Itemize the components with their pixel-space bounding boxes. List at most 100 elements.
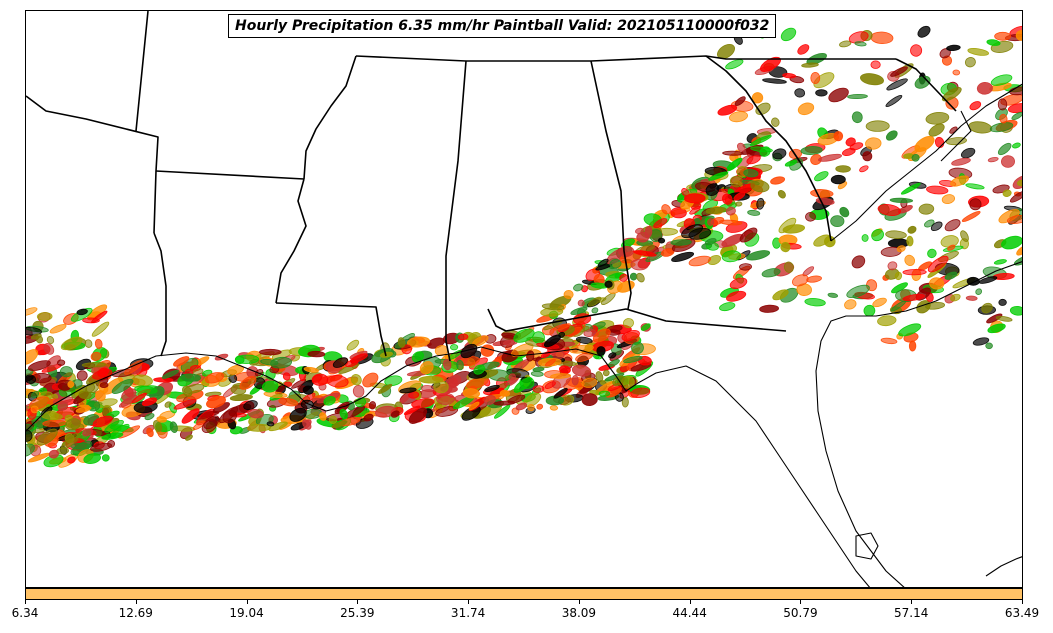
precipitation-blob xyxy=(577,299,585,307)
precipitation-blob xyxy=(810,153,822,166)
precipitation-blob xyxy=(770,176,786,185)
precipitation-blob xyxy=(384,375,403,387)
precipitation-blob xyxy=(780,242,791,253)
precipitation-blob xyxy=(596,346,606,356)
precipitation-blob xyxy=(924,219,935,228)
precipitation-blob xyxy=(331,420,348,429)
precipitation-blob xyxy=(995,315,1013,322)
border-mississippi-alabama xyxy=(445,60,467,362)
precipitation-blob xyxy=(746,155,761,165)
precipitation-blob xyxy=(985,342,993,350)
precipitation-blob xyxy=(89,442,113,452)
precipitation-blob xyxy=(917,25,931,38)
precipitation-blob xyxy=(885,230,907,239)
precipitation-blob xyxy=(201,419,218,434)
precipitation-blob xyxy=(759,146,771,157)
precipitation-blob xyxy=(780,27,797,42)
precipitation-blob xyxy=(83,453,101,465)
precipitation-blob xyxy=(1015,30,1022,41)
precipitation-blob xyxy=(390,410,400,418)
precipitation-blob xyxy=(81,362,106,368)
precipitation-blob xyxy=(865,120,890,132)
precipitation-blob xyxy=(657,237,666,244)
precipitation-blob xyxy=(513,377,533,393)
precipitation-blob xyxy=(965,295,978,301)
precipitation-blob xyxy=(64,418,81,431)
precipitation-blob xyxy=(1002,189,1012,197)
precipitation-blob xyxy=(671,251,695,262)
precipitation-blob xyxy=(885,94,903,108)
precipitation-blob xyxy=(925,301,946,310)
precipitation-blob xyxy=(180,373,201,382)
map-canvas xyxy=(26,11,1022,587)
precipitation-blob xyxy=(885,130,898,141)
precipitation-blob xyxy=(862,151,873,162)
precipitation-blob xyxy=(185,434,193,441)
precipitation-blob xyxy=(725,59,744,70)
precipitation-blob xyxy=(810,72,821,85)
border-florida-north xyxy=(487,308,787,332)
precipitation-blob xyxy=(144,413,155,421)
border-louisiana-texas xyxy=(153,232,167,357)
precipitation-blob xyxy=(978,276,998,284)
precipitation-blob xyxy=(303,366,319,373)
map-title: Hourly Precipitation 6.35 mm/hr Paintbal… xyxy=(228,14,777,38)
precipitation-blob xyxy=(31,390,40,399)
precipitation-blob xyxy=(239,375,257,390)
precipitation-blob xyxy=(532,366,545,372)
precipitation-blob xyxy=(999,113,1008,124)
precipitation-blob xyxy=(870,60,881,69)
precipitation-blob xyxy=(598,390,611,397)
precipitation-blob xyxy=(544,358,556,367)
precipitation-blob xyxy=(462,388,480,399)
precipitation-blob xyxy=(906,235,914,247)
precipitation-blob xyxy=(121,388,137,401)
precipitation-blob xyxy=(784,159,798,167)
precipitation-blob xyxy=(914,135,935,153)
precipitation-blob xyxy=(527,403,535,412)
precipitation-blob xyxy=(717,104,738,116)
precipitation-blob xyxy=(772,289,789,301)
precipitation-blob xyxy=(433,380,449,394)
precipitation-blob xyxy=(247,423,271,432)
precipitation-blob xyxy=(778,217,797,234)
precipitation-blob xyxy=(573,283,584,292)
precipitation-blob xyxy=(960,230,969,242)
precipitation-blob xyxy=(349,353,368,363)
precipitation-blob xyxy=(247,409,264,419)
precipitation-blob xyxy=(259,348,282,356)
precipitation-blob xyxy=(771,117,780,127)
precipitation-paintball-layer xyxy=(26,25,1022,468)
coast-ne-inlets xyxy=(940,110,972,162)
precipitation-blob xyxy=(26,375,34,383)
precipitation-blob xyxy=(575,336,593,345)
precipitation-blob xyxy=(644,225,653,238)
precipitation-blob xyxy=(608,352,617,359)
precipitation-blob xyxy=(886,78,908,91)
precipitation-blob xyxy=(59,366,73,378)
precipitation-blob xyxy=(91,321,110,337)
precipitation-blob xyxy=(896,245,906,253)
precipitation-blob xyxy=(583,328,596,337)
precipitation-blob xyxy=(362,372,379,388)
precipitation-blob xyxy=(494,404,511,419)
precipitation-blob xyxy=(499,389,511,397)
precipitation-blob xyxy=(839,40,852,48)
precipitation-blob xyxy=(722,150,744,156)
precipitation-blob xyxy=(435,406,459,417)
precipitation-blob xyxy=(484,384,500,392)
precipitation-blob xyxy=(630,258,649,271)
precipitation-blob xyxy=(865,137,882,150)
precipitation-blob xyxy=(460,343,478,359)
precipitation-blob xyxy=(918,203,935,215)
precipitation-blob xyxy=(90,351,102,361)
precipitation-blob xyxy=(926,185,949,195)
precipitation-blob xyxy=(609,258,622,269)
precipitation-blob xyxy=(67,456,76,464)
precipitation-blob xyxy=(951,157,971,166)
precipitation-blob xyxy=(131,392,147,404)
lake-okeechobee xyxy=(855,532,879,560)
precipitation-blob xyxy=(284,381,293,387)
precipitation-blob xyxy=(759,304,779,313)
precipitation-blob xyxy=(1001,155,1015,168)
